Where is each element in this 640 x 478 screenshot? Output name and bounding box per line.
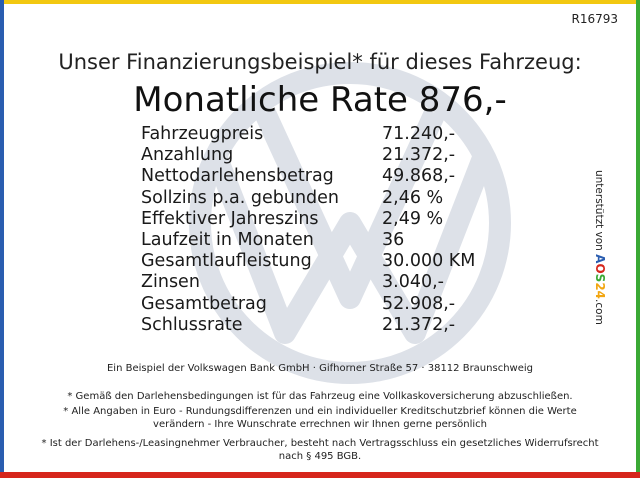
row-value: 52.908,-	[382, 293, 456, 314]
sponsor-text: unterstützt von AOS24.com	[593, 170, 607, 325]
top-color-bar	[0, 0, 640, 4]
left-color-bar	[0, 0, 4, 478]
row-value: 36	[382, 229, 405, 250]
row-label: Anzahlung	[141, 145, 234, 166]
sponsor-brand: AOS24	[593, 254, 607, 300]
row-label: Effektiver Jahreszins	[141, 208, 319, 229]
table-row: Sollzins p.a. gebunden 2,46 %	[141, 188, 501, 209]
bank-address: Ein Beispiel der Volkswagen Bank GmbH · …	[106, 363, 533, 374]
table-row: Zinsen 3.040,-	[141, 272, 501, 293]
row-label: Zinsen	[141, 272, 200, 293]
amounts-note: * Alle Angaben in Euro - Rundungsdiffere…	[63, 406, 577, 430]
row-value: 2,49 %	[382, 208, 444, 229]
right-color-bar	[636, 0, 640, 478]
row-label: Sollzins p.a. gebunden	[141, 187, 340, 208]
insurance-note: * Gemäß den Darlehensbedingungen ist für…	[67, 391, 573, 402]
table-row: Gesamtlaufleistung 30.000 KM	[141, 251, 501, 272]
financing-table: Fahrzeugpreis 71.240,- Anzahlung 21.372,…	[141, 124, 501, 336]
financing-headline: Unser Finanzierungsbeispiel* für dieses …	[58, 50, 582, 74]
sponsor-prefix: unterstützt von	[593, 170, 605, 251]
revocation-note: * Ist der Darlehens-/Leasingnehmer Verbr…	[41, 438, 599, 462]
table-row: Anzahlung 21.372,-	[141, 145, 501, 166]
row-value: 21.372,-	[382, 145, 456, 166]
row-value: 30.000 KM	[382, 251, 476, 272]
sponsor-suffix: .com	[593, 299, 605, 325]
row-value: 21.372,-	[382, 314, 456, 335]
table-row: Laufzeit in Monaten 36	[141, 230, 501, 251]
reference-code: R16793	[571, 12, 618, 26]
row-value: 49.868,-	[382, 166, 456, 187]
sponsor-badge: unterstützt von AOS24.com	[592, 170, 622, 355]
bottom-color-bar	[0, 472, 640, 478]
table-row: Effektiver Jahreszins 2,49 %	[141, 209, 501, 230]
row-label: Gesamtlaufleistung	[141, 251, 312, 272]
table-row: Schlussrate 21.372,-	[141, 315, 501, 336]
row-label: Laufzeit in Monaten	[141, 229, 314, 250]
monthly-rate-title: Monatliche Rate 876,-	[133, 80, 507, 120]
row-value: 71.240,-	[382, 124, 456, 144]
row-label: Fahrzeugpreis	[141, 124, 264, 144]
row-value: 2,46 %	[382, 187, 444, 208]
row-label: Gesamtbetrag	[141, 293, 267, 314]
table-row: Nettodarlehensbetrag 49.868,-	[141, 166, 501, 187]
table-row: Fahrzeugpreis 71.240,-	[141, 124, 501, 145]
row-label: Schlussrate	[141, 314, 243, 335]
row-value: 3.040,-	[382, 272, 444, 293]
table-row: Gesamtbetrag 52.908,-	[141, 294, 501, 315]
row-label: Nettodarlehensbetrag	[141, 166, 334, 187]
vw-logo-icon	[189, 62, 511, 384]
